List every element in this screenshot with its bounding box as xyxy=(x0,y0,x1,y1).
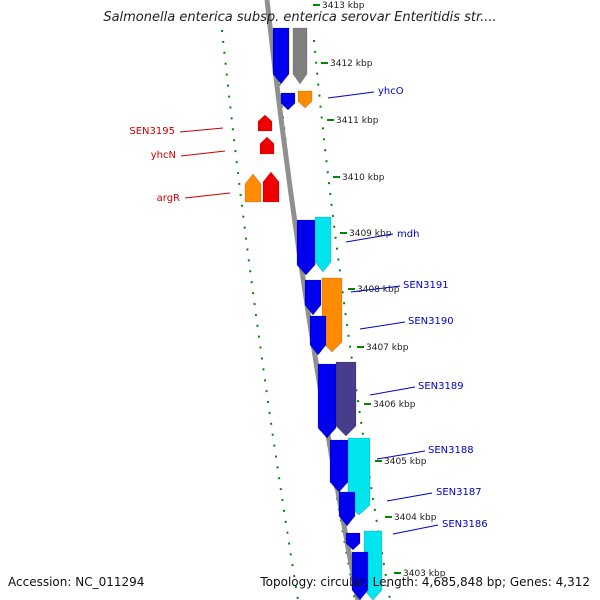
gene-label-yhcn[interactable]: yhcN xyxy=(151,150,176,161)
gene-label-mdh[interactable]: mdh xyxy=(397,229,419,240)
cds-yhcN xyxy=(259,136,275,155)
ruler-label: 3412 kbp xyxy=(330,59,373,69)
gene-label-sen3189[interactable]: SEN3189 xyxy=(418,381,464,392)
label-leader-sen3188 xyxy=(376,450,426,460)
gene-label-sen3186[interactable]: SEN3186 xyxy=(442,519,488,530)
gene-label-sen3190[interactable]: SEN3190 xyxy=(408,316,454,327)
ruler-label: 3403 kbp xyxy=(403,569,446,579)
label-leader-sen3191 xyxy=(350,285,401,293)
gene-label-sen3191[interactable]: SEN3191 xyxy=(403,280,449,291)
cds-gray-top xyxy=(292,27,308,85)
cds-SEN3191 xyxy=(304,279,322,316)
genome-summary: Topology: circular; Length: 4,685,848 bp… xyxy=(260,575,590,589)
gene-labels: yhcO SEN3195 yhcN argR mdh SEN3191 SEN3190 SEN3… xyxy=(129,86,488,535)
gene-label-yhco[interactable]: yhcO xyxy=(378,86,404,97)
label-leader-mdh xyxy=(345,233,394,243)
label-leader-sen3190 xyxy=(359,321,406,330)
ruler-label: 3411 kbp xyxy=(336,116,379,126)
gene-label-sen3187[interactable]: SEN3187 xyxy=(436,487,482,498)
ruler-label: 3408 kbp xyxy=(357,285,400,295)
ruler-label: 3413 kbp xyxy=(322,1,365,11)
label-leader-yhcn xyxy=(180,150,226,157)
accession-label: Accession: NC_011294 xyxy=(8,575,145,589)
cds-SEN3195 xyxy=(257,114,273,132)
gene-label-sen3188[interactable]: SEN3188 xyxy=(428,445,474,456)
cds-SEN3187 xyxy=(338,491,356,527)
cds-argR xyxy=(262,171,280,203)
label-leader-sen3189 xyxy=(369,386,416,396)
gene-label-argr[interactable]: argR xyxy=(157,193,180,204)
cds-argR-orange xyxy=(244,173,262,203)
cds-SEN3189-blue xyxy=(317,363,337,439)
cds-blue-bottom xyxy=(351,551,369,600)
ruler-label: 3405 kbp xyxy=(384,457,427,467)
ruler-label: 3409 kbp xyxy=(349,229,392,239)
map-title: Salmonella enterica subsp. enterica sero… xyxy=(103,10,497,25)
ruler-label: 3407 kbp xyxy=(366,343,409,353)
ruler-label: 3404 kbp xyxy=(394,513,437,523)
cds-SEN3189 xyxy=(335,361,357,437)
label-leader-sen3186 xyxy=(392,524,439,535)
gene-features xyxy=(244,27,383,600)
cds-blue-top xyxy=(272,27,290,85)
label-leader-sen3195 xyxy=(179,127,224,133)
label-leader-argr xyxy=(184,192,231,199)
cds-SEN3186 xyxy=(345,532,361,551)
ruler-label: 3406 kbp xyxy=(373,400,416,410)
cds-blue-3190 xyxy=(309,315,327,356)
cds-mdh-cyan xyxy=(314,216,332,273)
label-leader-yhco xyxy=(327,91,375,99)
outer-tick-line xyxy=(221,29,299,600)
cds-yhcO xyxy=(297,90,313,109)
label-leader-sen3187 xyxy=(386,492,433,502)
ruler-labels: 3413 kbp 3412 kbp 3411 kbp 3410 kbp 3409 kbp… xyxy=(313,1,446,579)
ruler-label: 3410 kbp xyxy=(342,173,385,183)
cds-SEN3188-blue xyxy=(329,439,349,493)
cds-mdh-blue xyxy=(296,219,316,276)
cds-yhcO-blue xyxy=(280,92,296,111)
gene-label-sen3195[interactable]: SEN3195 xyxy=(129,126,175,137)
